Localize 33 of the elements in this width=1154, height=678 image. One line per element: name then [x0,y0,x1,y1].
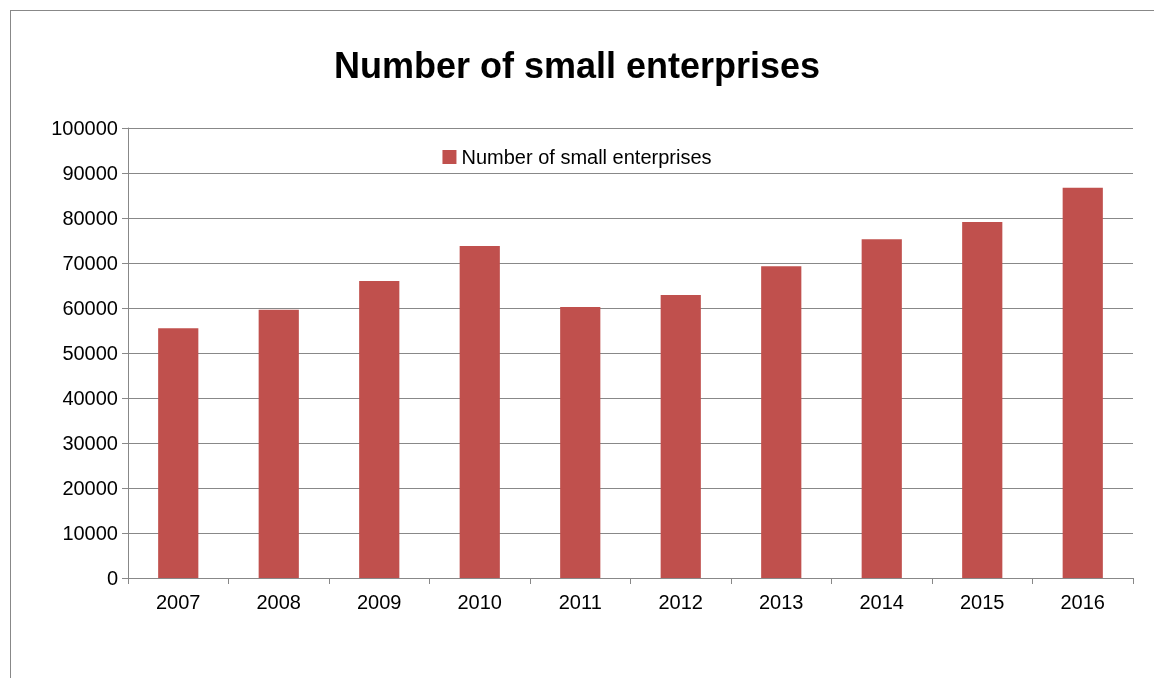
y-tick-label: 50000 [62,342,118,364]
x-tick-label: 2016 [1060,591,1105,613]
x-tick-label: 2010 [457,591,502,613]
y-tick-label: 10000 [62,522,118,544]
bar [459,245,500,578]
bar [258,309,299,578]
y-tick-label: 40000 [62,387,118,409]
bar [660,294,701,578]
y-tick-label: 30000 [62,432,118,454]
bar [1062,187,1103,578]
legend-label: Number of small enterprises [461,146,712,168]
bar [962,222,1003,578]
y-tick-label: 20000 [62,477,118,499]
y-tick-label: 80000 [62,207,118,229]
x-tick-label: 2007 [156,591,201,613]
bar [158,328,199,578]
y-tick-label: 0 [106,567,118,589]
bar [359,281,400,578]
y-tick-label: 60000 [62,297,118,319]
x-tick-label: 2011 [558,591,602,613]
bar [761,266,802,578]
bar [560,307,601,578]
x-tick-label: 2009 [357,591,402,613]
x-tick-label: 2013 [759,591,804,613]
x-tick-label: 2008 [256,591,301,613]
x-tick-label: 2012 [658,591,703,613]
x-tick-label: 2014 [859,591,904,613]
chart-title: Number of small enterprises [333,44,821,86]
x-tick-label: 2015 [960,591,1005,613]
y-tick-label: 70000 [62,252,118,274]
bar [861,239,902,578]
y-tick-label: 100000 [51,117,118,139]
y-tick-label: 90000 [62,162,118,184]
